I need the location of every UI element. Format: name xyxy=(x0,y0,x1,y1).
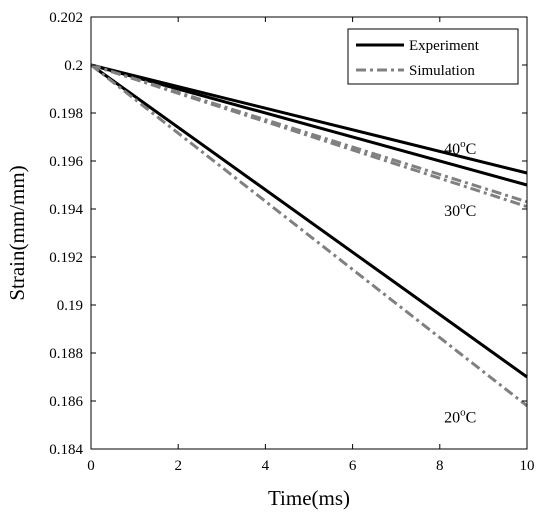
y-axis-label: Strain(mm/mm) xyxy=(5,165,29,300)
x-axis-label: Time(ms) xyxy=(268,486,350,510)
y-tick-label: 0.184 xyxy=(49,442,83,458)
temperature-label-40oC: 40oC xyxy=(444,138,476,158)
x-tick-label: 6 xyxy=(349,458,357,474)
series-line-simulation-40oc xyxy=(90,63,528,204)
y-tick-label: 0.196 xyxy=(49,154,83,170)
plot-area xyxy=(90,63,528,407)
legend-label-experiment: Experiment xyxy=(409,38,480,54)
y-tick-label: 0.202 xyxy=(49,10,83,26)
series-line-experiment-40oc xyxy=(90,63,528,175)
legend-box xyxy=(347,28,519,85)
plot-frame xyxy=(90,16,528,450)
y-tick-label: 0.2 xyxy=(64,58,83,74)
x-tick-label: 2 xyxy=(174,458,182,474)
y-tick-label: 0.186 xyxy=(49,394,83,410)
legend-label-simulation: Simulation xyxy=(409,63,475,79)
x-tick-label: 10 xyxy=(520,458,535,474)
y-tick-label: 0.188 xyxy=(49,346,83,362)
series-line-experiment-20oc xyxy=(90,63,528,379)
x-tick-label: 4 xyxy=(262,458,270,474)
temperature-label-20oC: 20oC xyxy=(444,407,476,427)
series-line-simulation-30oc xyxy=(90,63,528,209)
axes: 0 2 4 6 8 10 0.184 0.186 0.188 0.19 0.192 0.194 0.19… xyxy=(49,10,534,474)
series-line-experiment-30oc xyxy=(90,63,528,187)
series-line-simulation-20oc xyxy=(90,63,528,407)
x-tick-label: 8 xyxy=(436,458,444,474)
legend: Experiment Simulation xyxy=(347,28,519,85)
y-tick-label: 0.192 xyxy=(49,250,83,266)
y-tick-label: 0.19 xyxy=(57,298,83,314)
y-tick-label: 0.194 xyxy=(49,202,83,218)
temperature-label-30oC: 30oC xyxy=(444,200,476,220)
y-tick-label: 0.198 xyxy=(49,106,83,122)
temperature-annotations: 40oC 30oC 20oC xyxy=(444,138,476,427)
x-tick-label: 0 xyxy=(87,458,95,474)
